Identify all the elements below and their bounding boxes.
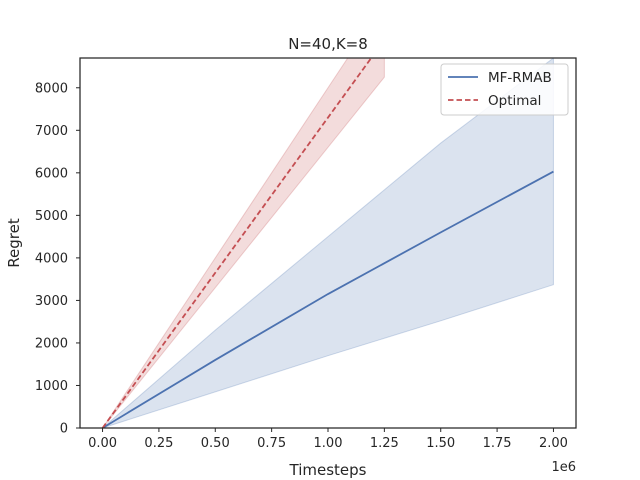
legend-label-mf-rmab: MF-RMAB xyxy=(488,70,552,86)
plot-area xyxy=(101,58,554,428)
x-tick-label: 1.00 xyxy=(314,436,343,451)
x-tick-label: 0.75 xyxy=(257,436,286,451)
x-tick-label: 0.50 xyxy=(201,436,230,451)
y-tick-label: 3000 xyxy=(35,294,68,309)
y-tick-label: 8000 xyxy=(35,81,68,96)
confidence-band-optimal xyxy=(102,58,385,428)
y-tick-label: 4000 xyxy=(35,251,68,266)
x-tick-label: 1.75 xyxy=(483,436,512,451)
y-axis-label: Regret xyxy=(5,218,23,268)
y-tick-label: 6000 xyxy=(35,166,68,181)
x-tick-label: 0.00 xyxy=(88,436,117,451)
y-tick-label: 7000 xyxy=(35,124,68,139)
y-tick-label: 2000 xyxy=(35,336,68,351)
x-offset-label: 1e6 xyxy=(551,460,576,475)
confidence-band-mf-rmab xyxy=(102,58,554,428)
y-tick-label: 1000 xyxy=(35,379,68,394)
y-tick-label: 0 xyxy=(60,422,68,437)
series-line-optimal xyxy=(101,58,373,428)
legend: MF-RMAB Optimal xyxy=(440,63,569,116)
x-axis-label: Timesteps xyxy=(289,461,367,479)
series-line-mf-rmab xyxy=(102,170,554,428)
x-axis: 0.00 0.25 0.50 0.75 1.00 1.25 1.50 1.75 2.00 xyxy=(88,428,568,451)
y-axis: 0 1000 2000 3000 4000 5000 6000 7000 8000 xyxy=(35,81,80,437)
chart-title: N=40,K=8 xyxy=(288,35,368,53)
x-tick-label: 2.00 xyxy=(539,436,568,451)
x-tick-label: 0.25 xyxy=(144,436,173,451)
x-tick-label: 1.25 xyxy=(370,436,399,451)
legend-label-optimal: Optimal xyxy=(488,93,541,109)
x-tick-label: 1.50 xyxy=(426,436,455,451)
y-tick-label: 5000 xyxy=(35,209,68,224)
